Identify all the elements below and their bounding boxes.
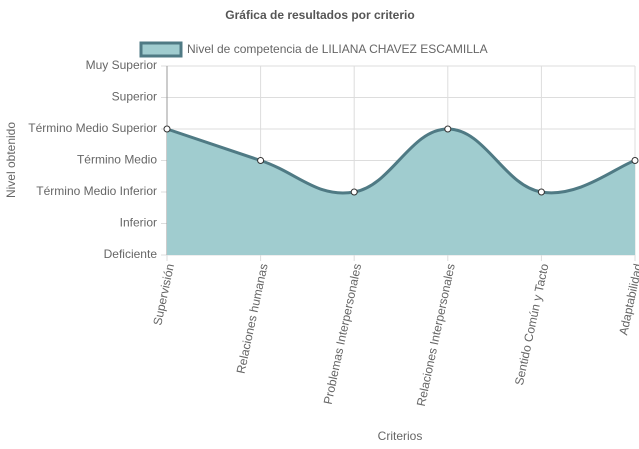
point xyxy=(537,188,545,196)
y-tick-label: Superior xyxy=(112,90,157,104)
y-tick-label: Término Medio Superior xyxy=(28,121,157,135)
legend-swatch xyxy=(139,41,183,58)
x-tick-label: Adaptabilidad xyxy=(616,262,639,336)
x-tick-label: Supervisión xyxy=(150,262,177,326)
x-tick-label: Relaciones Interpersonales xyxy=(414,262,458,407)
y-tick-label: Término Medio xyxy=(77,153,157,167)
y-tick-label: Inferior xyxy=(120,216,157,230)
x-tick-label: Relaciones humanas xyxy=(234,262,271,375)
point xyxy=(631,157,639,164)
x-tick-label: Sentido Común y Tacto xyxy=(512,262,552,386)
legend-label: Nivel de competencia de LILIANA CHAVEZ E… xyxy=(187,42,488,56)
point xyxy=(257,157,265,164)
chart-title: Gráfica de resultados por criterio xyxy=(225,8,414,22)
point xyxy=(163,125,171,133)
y-axis-title: Nivel obtenido xyxy=(4,122,18,198)
area xyxy=(167,129,635,255)
x-tick-label: Problemas Interpersonales xyxy=(321,262,365,405)
y-tick-label: Deficiente xyxy=(104,247,158,261)
point xyxy=(350,188,358,196)
y-tick-label: Muy Superior xyxy=(86,58,157,72)
x-axis-title: Criterios xyxy=(378,429,423,443)
y-tick-label: Término Medio Inferior xyxy=(36,184,157,198)
point xyxy=(444,125,452,133)
